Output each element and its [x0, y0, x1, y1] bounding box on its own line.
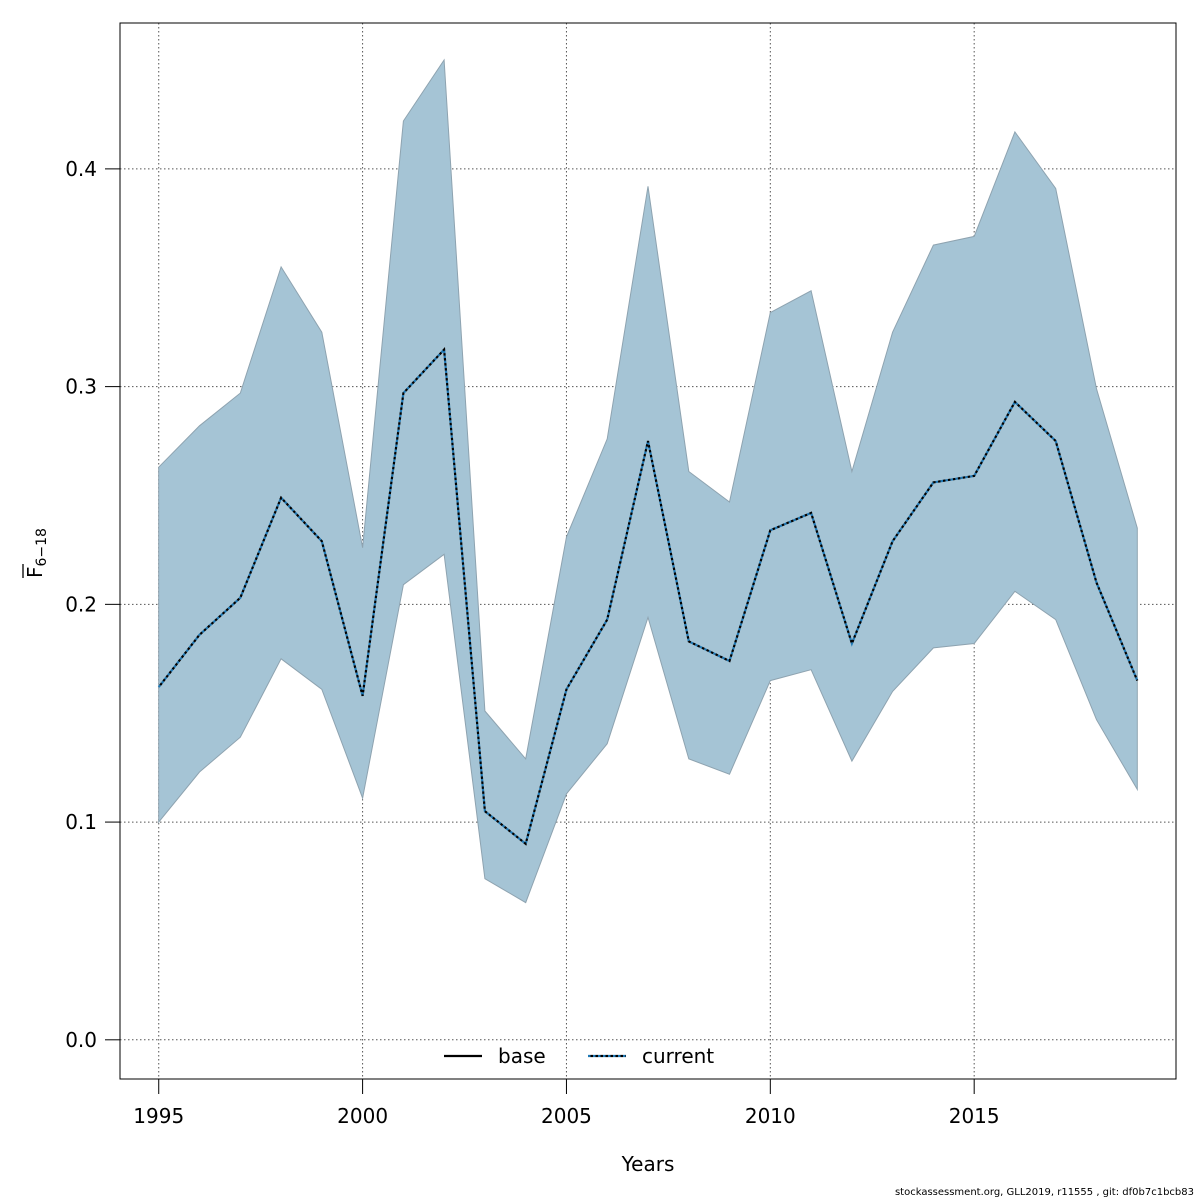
- footer-note: stockassessment.org, GLL2019, r11555 , g…: [894, 1187, 1194, 1198]
- x-axis-title: Years: [621, 1152, 675, 1176]
- y-axis: 0.0 0.1 0.2 0.3 0.4: [65, 157, 121, 1052]
- y-tick-label: 0.0: [65, 1028, 97, 1052]
- series-lines: [157, 347, 1139, 846]
- y-tick-label: 0.2: [65, 592, 97, 616]
- y-axis-title-main: F: [23, 566, 47, 578]
- confidence-band: [158, 58, 1138, 904]
- y-tick-label: 0.4: [65, 157, 97, 181]
- legend-label-base: base: [498, 1044, 546, 1068]
- y-tick-label: 0.1: [65, 810, 97, 834]
- x-tick-label: 2005: [541, 1104, 592, 1128]
- series-line-current-dots: [157, 347, 1139, 846]
- x-tick-label: 2015: [949, 1104, 1000, 1128]
- x-tick-label: 2000: [337, 1104, 388, 1128]
- y-axis-title-subscript: 6−18: [34, 528, 50, 566]
- x-axis: 1995 2000 2005 2010 2015: [133, 1078, 1000, 1128]
- y-tick-label: 0.3: [65, 375, 97, 399]
- x-tick-label: 1995: [133, 1104, 184, 1128]
- legend-label-current: current: [642, 1044, 714, 1068]
- x-tick-label: 2010: [745, 1104, 796, 1128]
- y-axis-title: F6−18: [22, 528, 50, 578]
- legend: base current: [444, 1044, 714, 1068]
- svg-text:F6−18: F6−18: [23, 528, 50, 578]
